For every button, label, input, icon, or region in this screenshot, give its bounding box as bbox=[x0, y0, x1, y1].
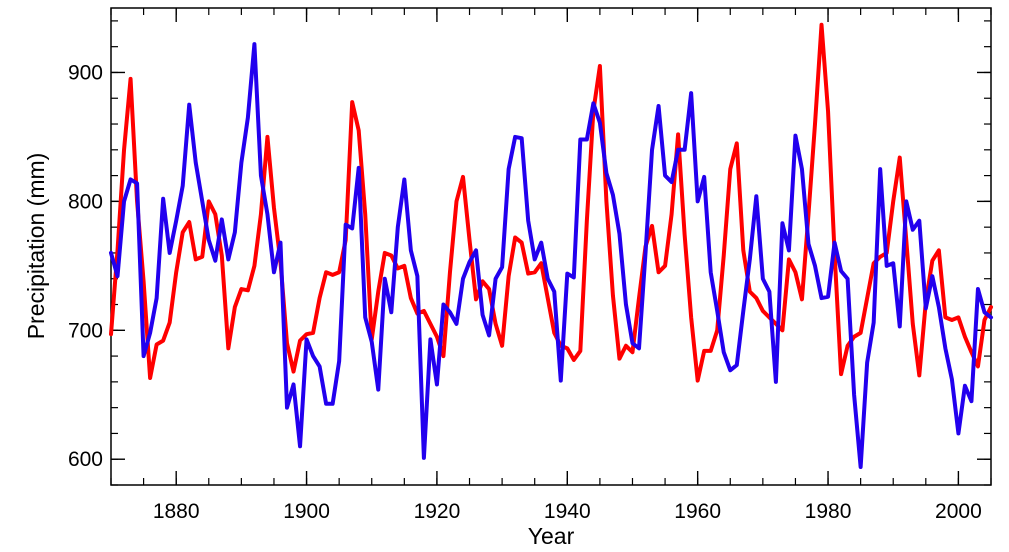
x-tick-label: 1920 bbox=[414, 500, 461, 523]
plot-area bbox=[110, 7, 992, 486]
x-tick-label: 1940 bbox=[544, 500, 591, 523]
y-tick-label: 600 bbox=[68, 448, 103, 471]
axis-ticks: 1880 1900 1920 1940 1960 1980 2000 600 700 800 900 bbox=[68, 8, 992, 523]
x-tick-label: 1900 bbox=[283, 500, 330, 523]
y-tick-label: 900 bbox=[68, 61, 103, 84]
x-tick-label: 1880 bbox=[153, 500, 200, 523]
x-axis-label: Year bbox=[528, 523, 575, 549]
y-tick-label: 700 bbox=[68, 319, 103, 342]
series-layer bbox=[109, 22, 993, 469]
series-line-red bbox=[109, 22, 993, 383]
x-tick-label: 1960 bbox=[674, 500, 721, 523]
y-tick-label: 800 bbox=[68, 190, 103, 213]
y-axis-label: Precipitation (mm) bbox=[23, 153, 49, 340]
x-tick-label: 1980 bbox=[805, 500, 852, 523]
series-line-blue bbox=[109, 42, 993, 469]
x-tick-label: 2000 bbox=[935, 500, 982, 523]
